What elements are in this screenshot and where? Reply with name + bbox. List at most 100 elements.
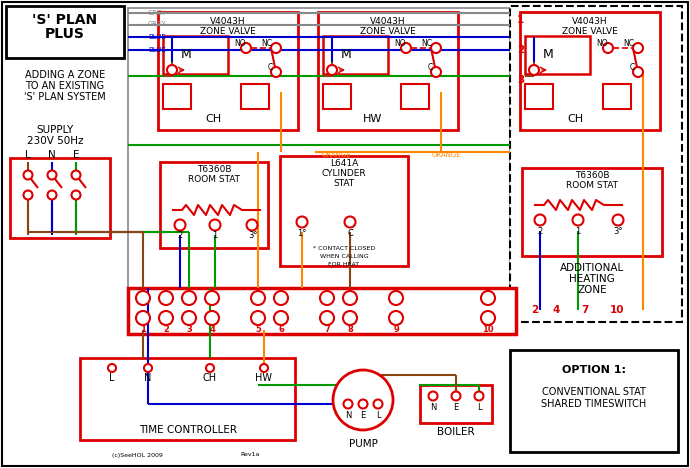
- Circle shape: [333, 370, 393, 430]
- Circle shape: [175, 219, 186, 231]
- Bar: [128, 288, 516, 334]
- Text: ORANGE: ORANGE: [432, 152, 462, 158]
- Text: PLUS: PLUS: [45, 27, 85, 41]
- Text: M: M: [181, 49, 191, 61]
- Text: NO: NO: [596, 39, 608, 49]
- Circle shape: [451, 392, 460, 401]
- Bar: [323, 84, 351, 109]
- Text: 2: 2: [531, 305, 539, 315]
- Text: ZONE VALVE: ZONE VALVE: [360, 27, 416, 36]
- Text: CH: CH: [203, 373, 217, 383]
- Circle shape: [136, 291, 150, 305]
- Text: NO: NO: [234, 39, 246, 49]
- Circle shape: [401, 43, 411, 53]
- Bar: [163, 36, 228, 74]
- Circle shape: [241, 43, 251, 53]
- Text: L: L: [25, 150, 31, 160]
- Text: 3: 3: [186, 326, 192, 335]
- Text: SHARED TIMESWITCH: SHARED TIMESWITCH: [542, 399, 647, 409]
- Circle shape: [159, 291, 173, 305]
- Circle shape: [271, 43, 281, 53]
- Text: V4043H: V4043H: [572, 17, 608, 27]
- Text: TO AN EXISTING: TO AN EXISTING: [26, 81, 105, 91]
- Circle shape: [431, 67, 441, 77]
- Bar: [158, 12, 298, 130]
- Text: 8: 8: [347, 326, 353, 335]
- Circle shape: [359, 400, 368, 409]
- Text: V4043H: V4043H: [210, 17, 246, 27]
- Circle shape: [344, 217, 355, 227]
- Circle shape: [167, 65, 177, 75]
- Bar: [510, 350, 678, 452]
- Circle shape: [260, 364, 268, 372]
- Circle shape: [343, 311, 357, 325]
- Circle shape: [343, 291, 357, 305]
- Text: ZONE VALVE: ZONE VALVE: [562, 27, 618, 36]
- Circle shape: [48, 190, 57, 199]
- Bar: [420, 385, 492, 423]
- Text: STAT: STAT: [333, 180, 355, 189]
- Text: 7: 7: [581, 305, 589, 315]
- Text: WHEN CALLING: WHEN CALLING: [319, 254, 368, 258]
- Text: 7: 7: [324, 326, 330, 335]
- Circle shape: [205, 311, 219, 325]
- Circle shape: [274, 311, 288, 325]
- Circle shape: [274, 291, 288, 305]
- Circle shape: [475, 392, 484, 401]
- Text: ROOM STAT: ROOM STAT: [566, 182, 618, 190]
- Text: 4: 4: [209, 326, 215, 335]
- Text: E: E: [72, 150, 79, 160]
- Text: PUMP: PUMP: [348, 439, 377, 449]
- Bar: [10, 158, 110, 238]
- Circle shape: [535, 214, 546, 226]
- Text: 4: 4: [552, 305, 560, 315]
- Text: ROOM STAT: ROOM STAT: [188, 176, 240, 184]
- Bar: [401, 84, 429, 109]
- Bar: [80, 358, 295, 440]
- Circle shape: [48, 170, 57, 180]
- Text: N: N: [430, 402, 436, 411]
- Circle shape: [613, 214, 624, 226]
- Circle shape: [136, 311, 150, 325]
- Text: L641A: L641A: [330, 160, 358, 168]
- Text: ADDING A ZONE: ADDING A ZONE: [25, 70, 105, 80]
- Circle shape: [251, 291, 265, 305]
- Circle shape: [633, 43, 643, 53]
- Bar: [241, 84, 269, 109]
- Circle shape: [182, 291, 196, 305]
- Bar: [128, 8, 510, 326]
- Circle shape: [373, 400, 382, 409]
- Text: 1: 1: [140, 326, 146, 335]
- Text: CONVENTIONAL STAT: CONVENTIONAL STAT: [542, 387, 646, 397]
- Text: T6360B: T6360B: [197, 166, 231, 175]
- Bar: [525, 84, 553, 109]
- Bar: [522, 168, 662, 256]
- Circle shape: [182, 311, 196, 325]
- Text: 1: 1: [213, 231, 217, 240]
- Text: 2: 2: [538, 227, 542, 235]
- Circle shape: [320, 291, 334, 305]
- Text: E: E: [453, 402, 459, 411]
- Text: ORANGE: ORANGE: [322, 152, 352, 158]
- Text: N: N: [48, 150, 56, 160]
- Text: HEATING: HEATING: [569, 274, 615, 284]
- Text: N: N: [345, 410, 351, 419]
- Bar: [280, 156, 408, 266]
- Bar: [163, 84, 191, 109]
- Circle shape: [23, 190, 32, 199]
- Text: SUPPLY: SUPPLY: [37, 125, 74, 135]
- Text: E: E: [360, 410, 366, 419]
- Circle shape: [603, 43, 613, 53]
- Text: N: N: [144, 373, 152, 383]
- Circle shape: [633, 67, 643, 77]
- Circle shape: [72, 190, 81, 199]
- Circle shape: [344, 400, 353, 409]
- Text: 2: 2: [517, 45, 524, 55]
- Text: 3°: 3°: [248, 231, 258, 240]
- Circle shape: [389, 291, 403, 305]
- Text: T6360B: T6360B: [575, 171, 609, 181]
- Text: ZONE VALVE: ZONE VALVE: [200, 27, 256, 36]
- Text: C: C: [347, 228, 353, 237]
- Text: NC: NC: [421, 39, 432, 49]
- Text: GREY: GREY: [148, 10, 167, 16]
